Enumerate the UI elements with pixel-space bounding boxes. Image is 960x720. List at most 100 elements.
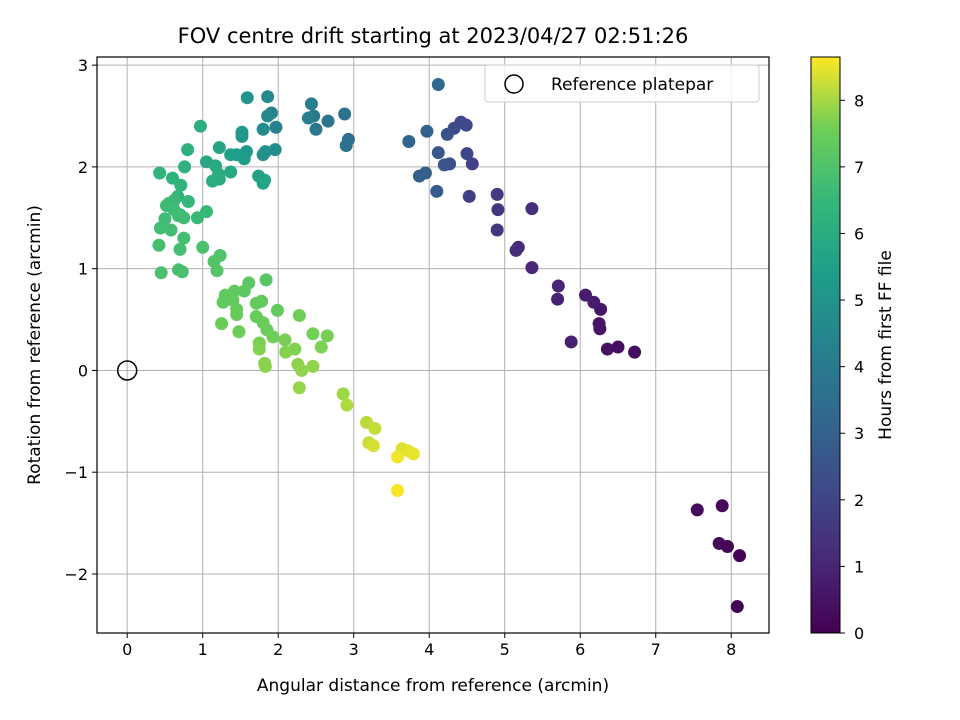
data-point	[336, 387, 350, 401]
data-point	[240, 91, 254, 105]
data-point	[690, 503, 704, 517]
data-point	[338, 107, 352, 121]
data-point	[490, 223, 504, 237]
data-point	[611, 340, 625, 354]
y-tick-label: 0	[78, 361, 88, 380]
data-point	[152, 238, 166, 252]
data-point	[224, 148, 238, 162]
data-point	[154, 266, 168, 280]
data-point	[279, 345, 293, 359]
data-point	[491, 203, 505, 217]
reference-marker-layer	[116, 360, 138, 381]
x-tick-label: 3	[349, 640, 359, 659]
axis-ticks: 0 1 2 3 4 5 6 7 8 −2 −1 0 1 2 3	[64, 56, 736, 659]
colorbar-tick-label: 3	[854, 424, 864, 443]
data-point	[730, 600, 744, 614]
data-point	[600, 342, 614, 356]
data-point	[314, 340, 328, 354]
data-point	[304, 97, 318, 111]
x-tick-label: 5	[500, 640, 510, 659]
data-point	[525, 202, 539, 216]
plot-frame	[96, 56, 770, 634]
data-point	[258, 173, 272, 187]
data-point	[292, 381, 306, 395]
data-point	[715, 499, 729, 513]
data-point	[320, 329, 334, 343]
data-point	[196, 240, 210, 254]
data-point	[339, 139, 353, 153]
colorbar-tick-label: 6	[854, 224, 864, 243]
data-point	[206, 174, 220, 188]
data-point	[230, 307, 244, 321]
data-point	[261, 109, 275, 123]
data-point	[412, 169, 426, 183]
data-point	[190, 211, 204, 225]
data-point	[420, 124, 434, 138]
colorbar-tick-label: 1	[854, 557, 864, 576]
x-tick-label: 2	[273, 640, 283, 659]
data-point	[181, 195, 195, 209]
data-point	[430, 184, 444, 198]
colorbar-label: Hours from first FF file	[876, 250, 896, 440]
data-point	[270, 303, 284, 317]
data-point	[391, 450, 405, 464]
data-point	[215, 317, 229, 331]
data-point	[261, 90, 275, 104]
data-point	[178, 160, 192, 174]
data-point	[712, 536, 726, 550]
data-point	[368, 421, 382, 435]
x-axis-label: Angular distance from reference (arcmin)	[257, 676, 609, 696]
data-point	[174, 178, 188, 192]
x-tick-label: 7	[651, 640, 661, 659]
data-point	[402, 134, 416, 148]
legend-label: Reference platepar	[551, 75, 713, 95]
data-point	[525, 261, 539, 275]
data-point	[462, 189, 476, 203]
x-tick-label: 0	[122, 640, 132, 659]
data-point	[509, 243, 523, 257]
data-point	[232, 325, 246, 339]
grid	[97, 57, 769, 633]
colorbar-tick-label: 4	[854, 358, 864, 377]
data-point	[309, 122, 323, 136]
data-point	[301, 111, 315, 125]
data-point	[258, 359, 272, 373]
data-point	[391, 484, 405, 498]
data-point	[173, 242, 187, 256]
y-tick-label: 3	[78, 56, 88, 75]
data-point	[278, 333, 292, 347]
data-point	[177, 231, 191, 245]
chart-title: FOV centre drift starting at 2023/04/27 …	[178, 24, 689, 48]
data-point	[177, 211, 191, 225]
data-point	[256, 122, 270, 136]
data-point	[579, 288, 593, 302]
data-point	[269, 120, 283, 134]
data-point	[216, 295, 230, 309]
data-point	[592, 317, 606, 331]
data-point	[164, 223, 178, 237]
data-point	[266, 330, 280, 344]
y-tick-label: −1	[64, 463, 88, 482]
data-point	[292, 308, 306, 322]
legend-box	[484, 64, 760, 103]
data-point	[340, 398, 354, 412]
data-point	[306, 327, 320, 341]
data-point	[321, 114, 335, 128]
reference-platepar-marker	[116, 360, 138, 381]
colorbar-tick-label: 0	[854, 624, 864, 643]
data-point	[153, 221, 167, 235]
data-point	[551, 292, 565, 306]
data-point	[252, 342, 266, 356]
x-tick-label: 4	[424, 640, 434, 659]
data-point	[212, 141, 226, 155]
y-tick-label: 1	[78, 260, 88, 279]
data-point	[153, 166, 167, 180]
data-point	[295, 363, 309, 377]
data-point	[437, 158, 451, 172]
data-point	[564, 335, 578, 349]
colorbar-tick-label: 2	[854, 491, 864, 510]
data-point	[465, 157, 479, 171]
colorbar	[810, 56, 841, 634]
data-point	[406, 447, 420, 461]
